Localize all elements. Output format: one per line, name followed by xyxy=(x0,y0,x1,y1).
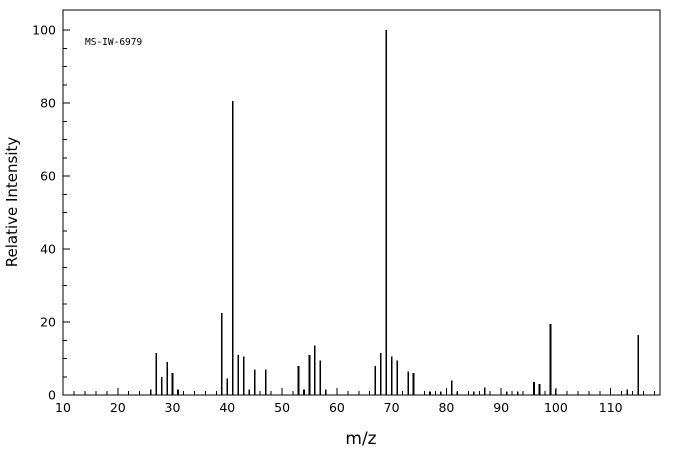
x-tick-label: 30 xyxy=(165,400,181,415)
x-axis-title: m/z xyxy=(345,429,376,449)
y-tick-label: 20 xyxy=(40,315,56,330)
y-axis-minor-ticks xyxy=(63,47,67,378)
spectrum-peaks xyxy=(149,30,639,395)
x-tick-label: 90 xyxy=(493,400,509,415)
y-tick-label: 80 xyxy=(40,96,56,111)
x-tick-label: 110 xyxy=(599,400,623,415)
x-tick-label: 20 xyxy=(110,400,126,415)
x-tick-label: 70 xyxy=(384,400,400,415)
x-tick-label: 50 xyxy=(274,400,290,415)
x-tick-label: 80 xyxy=(438,400,454,415)
x-axis-major-ticks xyxy=(62,388,612,395)
y-tick-label: 40 xyxy=(40,242,56,257)
y-tick-label: 60 xyxy=(40,169,56,184)
x-tick-label: 40 xyxy=(219,400,235,415)
plot-border xyxy=(62,9,661,396)
plot-area: 10 20 30 40 50 60 70 80 90 100 110 0 20 40 60 80 100 xyxy=(32,9,661,415)
y-axis-major-ticks xyxy=(63,29,70,396)
y-axis-title: Relative Intensity xyxy=(3,137,21,268)
x-tick-label: 60 xyxy=(329,400,345,415)
x-tick-label: 100 xyxy=(544,400,568,415)
spectrum-id-label: MS-IW-6979 xyxy=(85,37,142,48)
x-tick-label: 10 xyxy=(55,400,71,415)
y-tick-label: 0 xyxy=(48,388,56,403)
y-tick-label: 100 xyxy=(32,23,56,38)
